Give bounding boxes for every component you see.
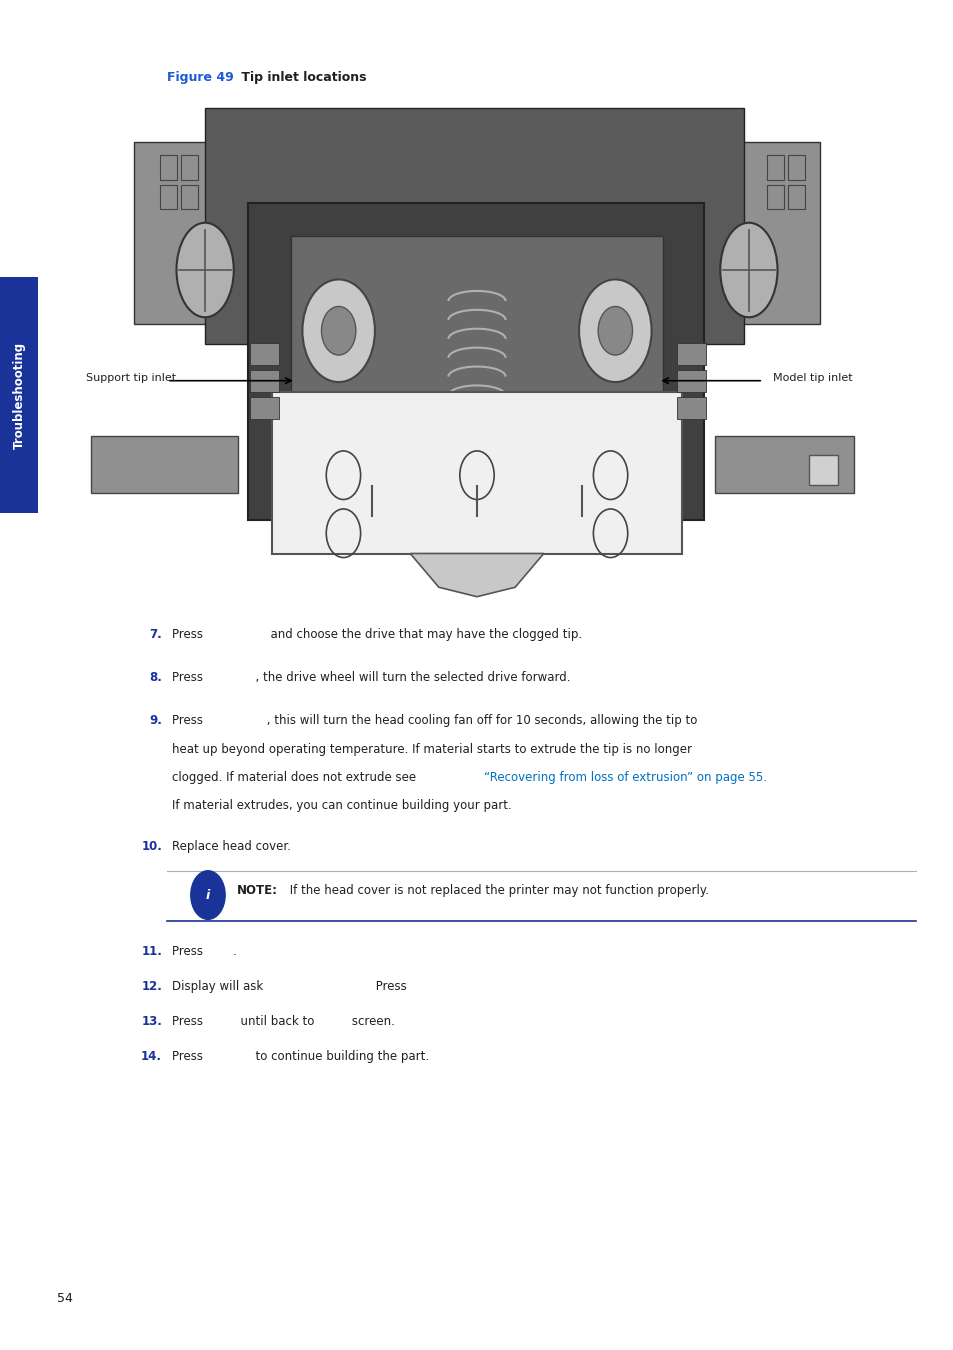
Text: heat up beyond operating temperature. If material starts to extrude the tip is n: heat up beyond operating temperature. If… <box>172 743 691 756</box>
Text: Press              to continue building the part.: Press to continue building the part. <box>172 1050 429 1064</box>
Bar <box>181 155 198 180</box>
Text: Tip inlet locations: Tip inlet locations <box>236 70 366 84</box>
Bar <box>677 397 705 418</box>
FancyBboxPatch shape <box>291 236 662 425</box>
Text: Press                 , this will turn the head cooling fan off for 10 seconds, : Press , this will turn the head cooling … <box>172 714 697 728</box>
Text: Support tip inlet: Support tip inlet <box>86 373 175 383</box>
Text: 12.: 12. <box>141 980 162 994</box>
Circle shape <box>578 279 651 382</box>
Bar <box>787 185 804 209</box>
Text: 8.: 8. <box>150 671 162 684</box>
Bar <box>766 185 783 209</box>
Circle shape <box>321 306 355 355</box>
Text: 9.: 9. <box>150 714 162 728</box>
Bar <box>677 343 705 364</box>
Circle shape <box>302 279 375 382</box>
FancyBboxPatch shape <box>808 455 837 485</box>
Bar <box>160 185 177 209</box>
Ellipse shape <box>720 223 777 317</box>
Text: NOTE:: NOTE: <box>236 884 277 898</box>
FancyBboxPatch shape <box>91 436 238 493</box>
Text: 11.: 11. <box>141 945 162 958</box>
Text: Press              , the drive wheel will turn the selected drive forward.: Press , the drive wheel will turn the se… <box>172 671 570 684</box>
Text: Display will ask                              Press: Display will ask Press <box>172 980 406 994</box>
Polygon shape <box>410 554 543 597</box>
Bar <box>250 397 278 418</box>
Text: clogged. If material does not extrude see: clogged. If material does not extrude se… <box>172 771 419 784</box>
Bar <box>160 155 177 180</box>
Text: 14.: 14. <box>141 1050 162 1064</box>
Text: Model tip inlet: Model tip inlet <box>772 373 851 383</box>
FancyBboxPatch shape <box>0 277 38 513</box>
FancyBboxPatch shape <box>272 392 681 554</box>
Text: 54: 54 <box>57 1292 73 1305</box>
Text: Press          until back to          screen.: Press until back to screen. <box>172 1015 395 1029</box>
Bar <box>250 370 278 392</box>
Bar <box>677 370 705 392</box>
FancyBboxPatch shape <box>205 108 743 344</box>
Circle shape <box>191 871 225 919</box>
Ellipse shape <box>176 223 233 317</box>
Text: Replace head cover.: Replace head cover. <box>172 840 291 853</box>
Text: Press        .: Press . <box>172 945 236 958</box>
Text: i: i <box>206 888 210 902</box>
Bar <box>787 155 804 180</box>
FancyBboxPatch shape <box>133 142 212 324</box>
Circle shape <box>598 306 632 355</box>
FancyBboxPatch shape <box>715 436 853 493</box>
Bar <box>181 185 198 209</box>
FancyBboxPatch shape <box>741 142 820 324</box>
Bar <box>766 155 783 180</box>
Bar <box>250 343 278 364</box>
Text: 10.: 10. <box>141 840 162 853</box>
Text: If the head cover is not replaced the printer may not function properly.: If the head cover is not replaced the pr… <box>286 884 708 898</box>
Text: Press                  and choose the drive that may have the clogged tip.: Press and choose the drive that may have… <box>172 628 581 641</box>
Text: 13.: 13. <box>141 1015 162 1029</box>
FancyBboxPatch shape <box>248 202 703 520</box>
Text: 7.: 7. <box>150 628 162 641</box>
Text: “Recovering from loss of extrusion” on page 55.: “Recovering from loss of extrusion” on p… <box>483 771 766 784</box>
Text: Figure 49: Figure 49 <box>167 70 233 84</box>
Text: Troubleshooting: Troubleshooting <box>12 342 26 450</box>
Text: If material extrudes, you can continue building your part.: If material extrudes, you can continue b… <box>172 799 511 813</box>
